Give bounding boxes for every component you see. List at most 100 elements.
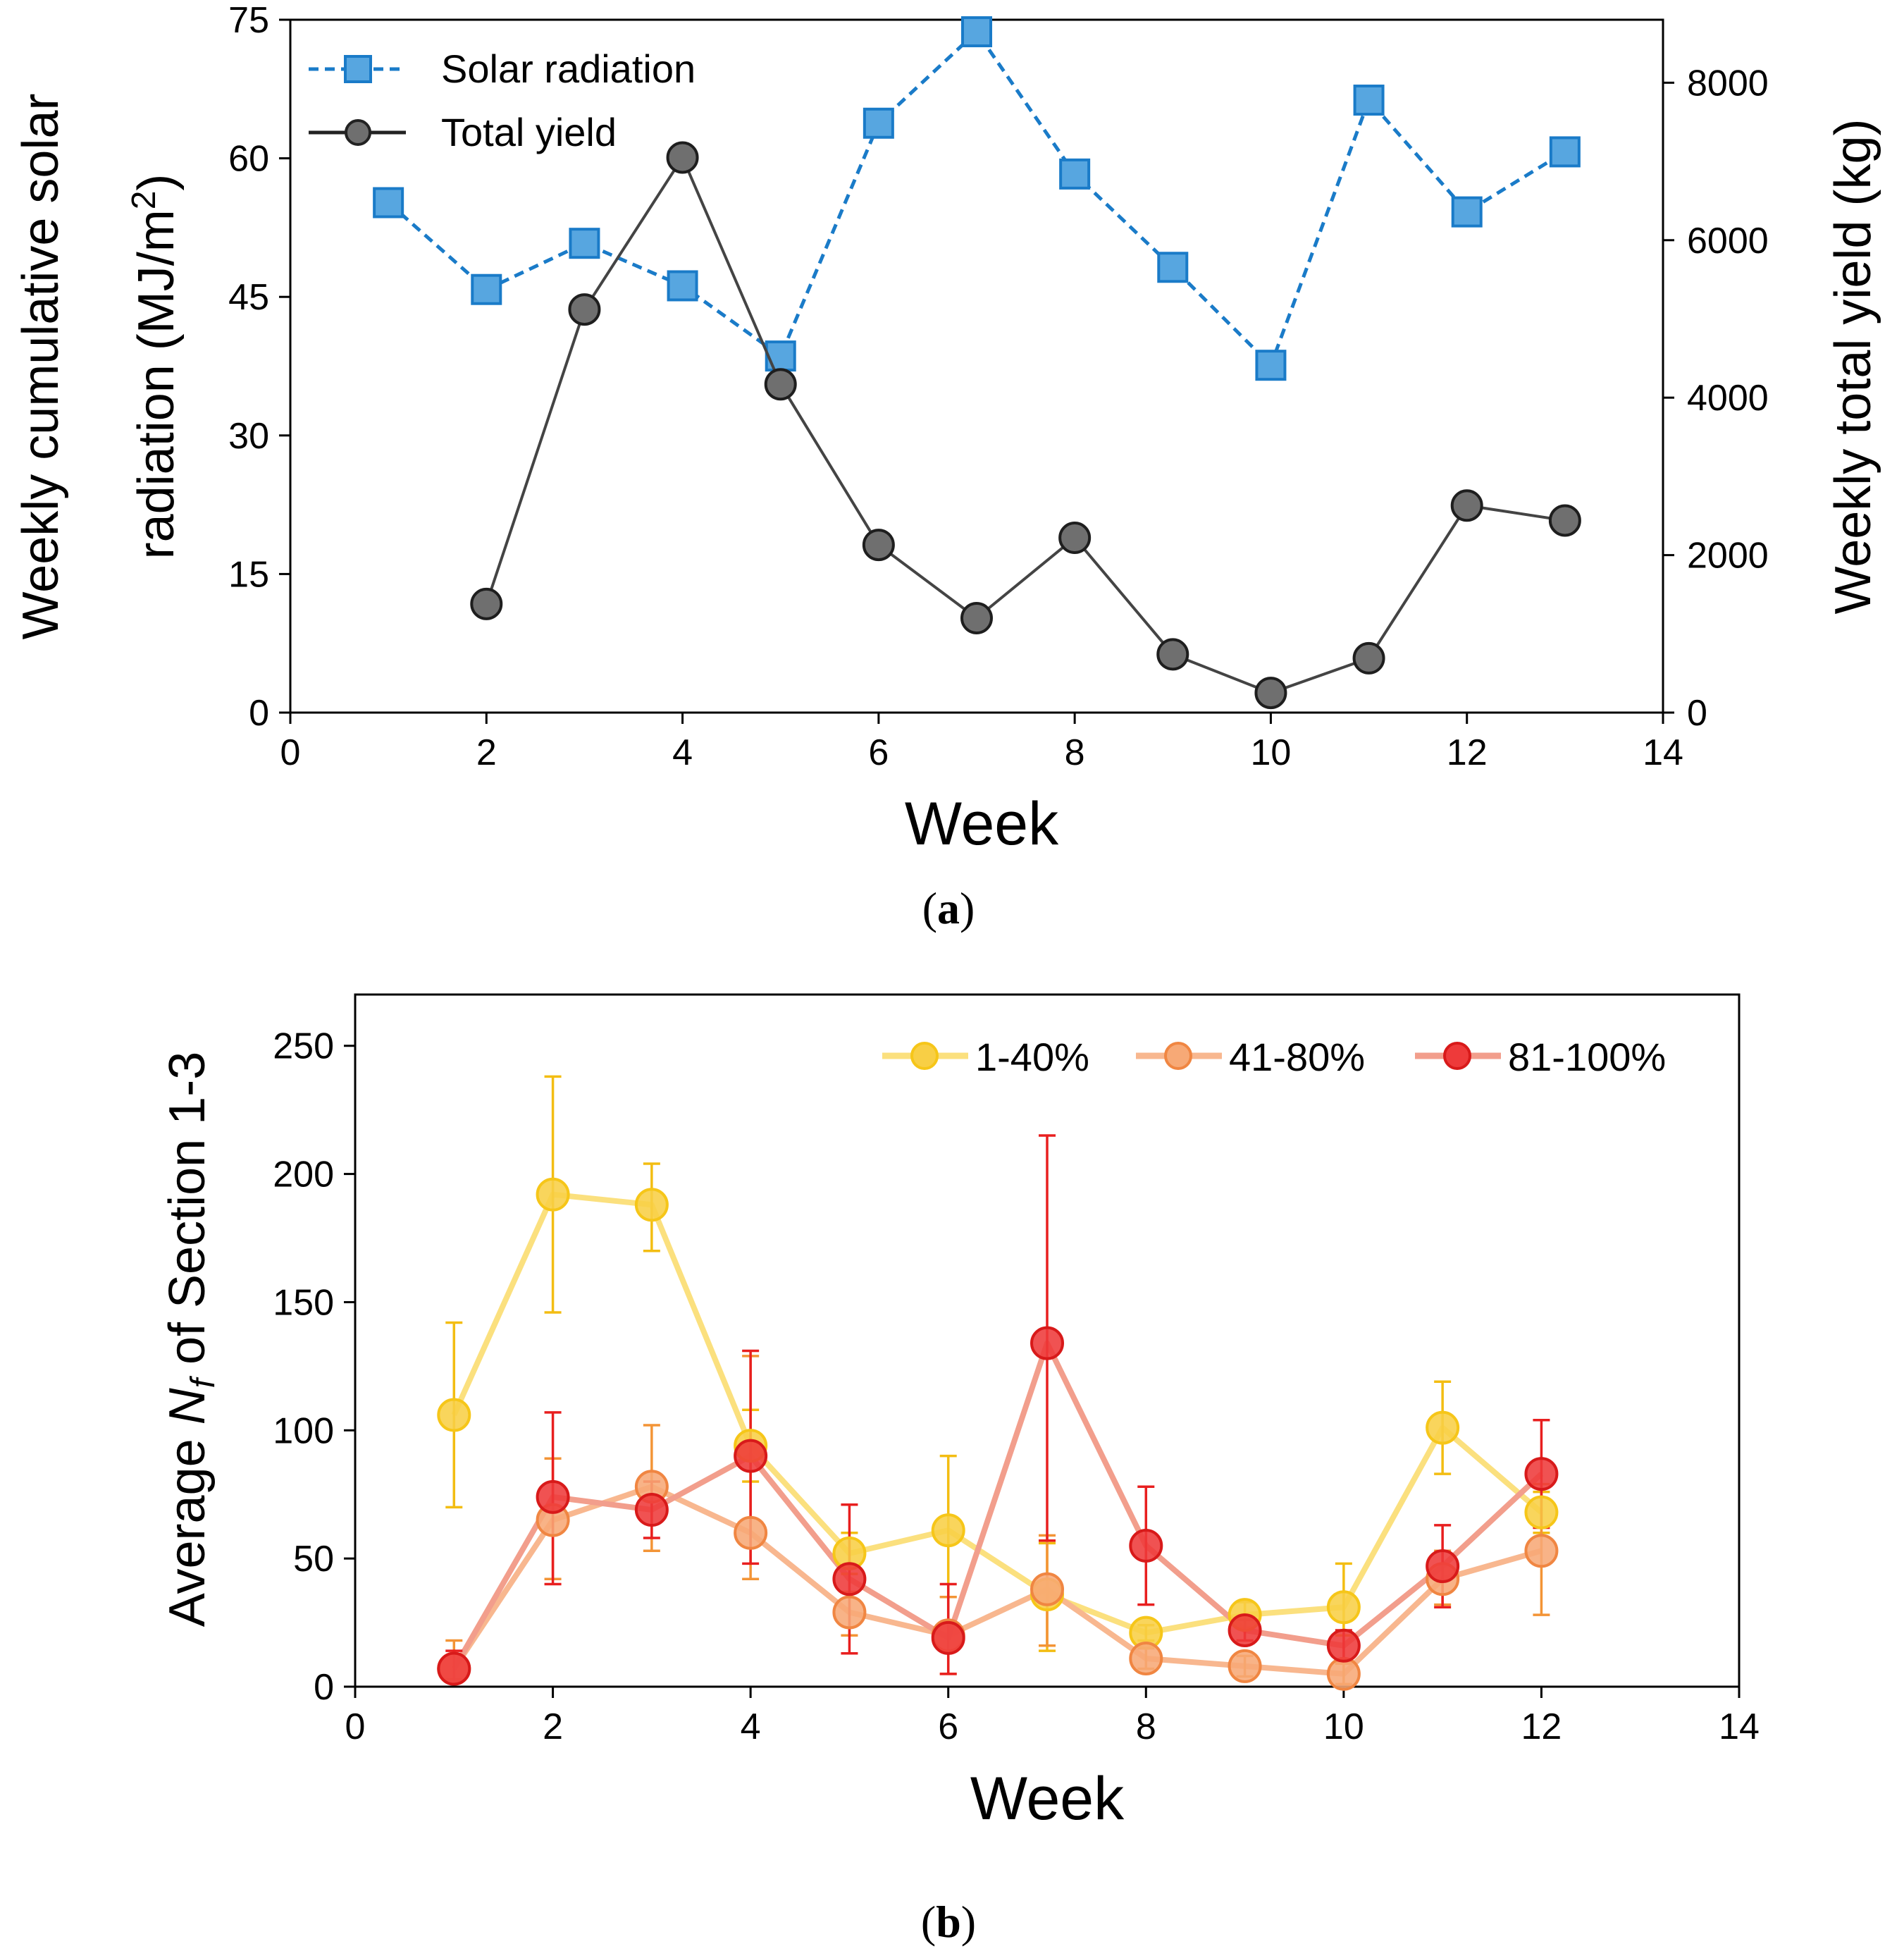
- data-point-solar-radiation: [471, 273, 502, 305]
- data-point-81-100: [1326, 1628, 1361, 1663]
- data-point-81-100: [1228, 1613, 1262, 1647]
- panel-a-y-tick-label: 0: [249, 693, 269, 734]
- panel-b-y-axis-label: Average Nf of Section 1-3: [159, 1052, 222, 1627]
- panel-a-x-tick-label: 4: [672, 732, 693, 773]
- legend-marker-total-yield: [345, 119, 371, 146]
- data-point-solar-radiation: [667, 270, 698, 302]
- panel-b-x-tick-label: 12: [1521, 1706, 1562, 1747]
- data-point-total-yield: [1058, 522, 1092, 555]
- data-point-81-100: [1426, 1549, 1460, 1584]
- series-line-81-100: [451, 1340, 1544, 1670]
- data-point-81-100: [734, 1439, 768, 1473]
- panel-b-y-tick-label: 0: [314, 1667, 334, 1708]
- panel-b-y-tick-label: 250: [273, 1026, 334, 1067]
- panel-b-x-tick-label: 14: [1719, 1706, 1760, 1747]
- data-point-81-100: [832, 1562, 867, 1596]
- data-point-81-100: [1129, 1528, 1163, 1563]
- data-point-solar-radiation: [1451, 196, 1483, 228]
- data-point-81-100: [437, 1651, 471, 1686]
- data-point-solar-radiation: [1157, 252, 1189, 283]
- panel-b-y-tick-label: 100: [273, 1410, 334, 1451]
- data-point-solar-radiation: [863, 107, 894, 139]
- panel-a-y2-tick-label: 4000: [1687, 378, 1769, 419]
- data-point-solar-radiation: [765, 340, 796, 372]
- data-point-solar-radiation: [1353, 85, 1385, 116]
- panel-a-y-axis-label-line2: radiation (MJ/m2): [125, 174, 185, 560]
- data-point-41-80: [1228, 1649, 1262, 1683]
- data-point-81-100: [931, 1620, 965, 1655]
- data-point-solar-radiation: [569, 228, 600, 259]
- panel-a-caption: (a): [922, 883, 975, 933]
- series-line-1-40: [451, 1191, 1544, 1636]
- legend-label-solar-radiation: Solar radiation: [441, 47, 696, 91]
- panel-b-caption: (b): [921, 1897, 976, 1947]
- legend-marker-1-40: [910, 1042, 939, 1070]
- data-point-41-80: [1326, 1656, 1361, 1691]
- legend-marker-41-80: [1164, 1042, 1192, 1070]
- panel-a-y2-tick-label: 6000: [1687, 221, 1769, 261]
- panel-a-x-tick-label: 10: [1251, 732, 1292, 773]
- panel-b-x-tick-label: 6: [938, 1706, 958, 1747]
- panel-b-y-tick-label: 50: [293, 1539, 334, 1580]
- data-point-solar-radiation: [373, 187, 404, 219]
- panel-b-x-tick-label: 8: [1136, 1706, 1156, 1747]
- data-point-41-80: [1129, 1641, 1163, 1675]
- data-point-41-80: [832, 1595, 867, 1630]
- data-point-81-100: [634, 1493, 669, 1527]
- legend-label-total-yield: Total yield: [441, 110, 617, 154]
- panel-a-y2-tick-label: 0: [1687, 693, 1707, 734]
- panel-a-y-tick-label: 60: [228, 139, 269, 180]
- panel-a-y-tick-label: 45: [228, 277, 269, 318]
- data-point-total-yield: [470, 587, 503, 620]
- data-point-solar-radiation: [1549, 136, 1581, 168]
- data-point-total-yield: [1352, 641, 1385, 675]
- data-point-41-80: [1524, 1534, 1559, 1568]
- panel-a-y2-tick-label: 8000: [1687, 63, 1769, 104]
- panel-b-x-tick-label: 10: [1323, 1706, 1364, 1747]
- data-point-total-yield: [1254, 677, 1287, 710]
- data-point-1-40: [437, 1398, 471, 1432]
- data-point-1-40: [634, 1188, 669, 1222]
- panel-a-x-tick-label: 14: [1643, 732, 1683, 773]
- panel-a-x-tick-label: 0: [280, 732, 301, 773]
- panel-a-y-tick-label: 75: [228, 0, 269, 41]
- data-point-81-100: [536, 1479, 570, 1514]
- data-point-total-yield: [568, 293, 601, 326]
- panel-a-x-tick-label: 12: [1447, 732, 1488, 773]
- data-point-1-40: [536, 1177, 570, 1212]
- panel-b-x-tick-label: 2: [543, 1706, 563, 1747]
- legend-marker-solar-radiation: [344, 55, 372, 83]
- data-point-solar-radiation: [961, 16, 992, 48]
- panel-a-y-tick-label: 30: [228, 416, 269, 457]
- data-point-81-100: [1524, 1457, 1559, 1491]
- panel-a-y-axis-label-line1: Weekly cumulative solar: [13, 94, 69, 640]
- legend-label-81-100: 81-100%: [1508, 1035, 1666, 1079]
- panel-b-plot-frame: [354, 993, 1741, 1688]
- legend-marker-81-100: [1443, 1042, 1471, 1070]
- panel-a-x-tick-label: 2: [476, 732, 497, 773]
- series-line-total-yield: [485, 154, 1566, 695]
- data-point-41-80: [1030, 1572, 1064, 1606]
- panel-b-y-tick-label: 200: [273, 1155, 334, 1195]
- data-point-solar-radiation: [1255, 350, 1287, 381]
- data-point-total-yield: [960, 601, 993, 634]
- panel-b-x-tick-label: 4: [741, 1706, 761, 1747]
- data-point-1-40: [1426, 1410, 1460, 1445]
- legend-label-41-80: 41-80%: [1229, 1035, 1365, 1079]
- data-point-total-yield: [1548, 504, 1581, 537]
- panel-a-y2-axis-label: Weekly total yield (kg): [1825, 119, 1881, 615]
- panel-b-x-tick-label: 0: [345, 1706, 366, 1747]
- panel-a-chart: 0 2 4 6 8 10 12 14 0 15 30 45 60 75 0 2000 4000 6000 800…: [13, 0, 1881, 933]
- data-point-81-100: [1030, 1326, 1064, 1360]
- panel-a-x-tick-label: 6: [868, 732, 889, 773]
- panel-b-y-tick-label: 150: [273, 1282, 334, 1323]
- panel-a-x-axis-label: Week: [905, 790, 1059, 858]
- panel-a-legend: Solar radiation Total yield: [309, 47, 696, 154]
- data-point-1-40: [931, 1513, 965, 1548]
- legend-label-1-40: 1-40%: [975, 1035, 1089, 1079]
- data-point-total-yield: [764, 368, 797, 401]
- data-point-1-40: [1524, 1495, 1559, 1530]
- data-point-total-yield: [862, 529, 895, 562]
- series-line-41-80: [451, 1484, 1543, 1677]
